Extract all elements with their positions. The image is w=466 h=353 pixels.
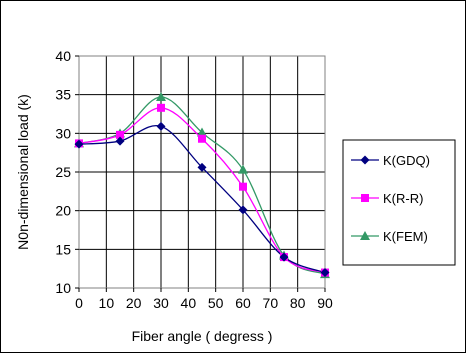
- y-tick-label: 20: [55, 203, 71, 219]
- data-point-square: [198, 134, 206, 143]
- legend-label: K(FEM): [383, 229, 428, 244]
- x-tick-label: 50: [208, 295, 224, 311]
- data-point-square: [239, 182, 247, 191]
- data-point-diamond: [197, 162, 207, 172]
- y-tick-label: 35: [55, 87, 71, 103]
- data-point-triangle: [197, 127, 207, 137]
- data-point-diamond: [279, 252, 289, 262]
- x-axis-ticks: 0 10 20 30 40 50 60 70 80 90: [75, 288, 333, 311]
- legend-label: K(GDQ): [383, 153, 430, 168]
- x-axis-label: Fiber angle ( degress ): [132, 328, 273, 344]
- x-tick-label: 20: [126, 295, 142, 311]
- legend-label: K(R-R): [383, 191, 423, 206]
- y-axis-label: N0n-dimensional load (k): [15, 94, 31, 250]
- y-tick-label: 30: [55, 125, 71, 141]
- legend-marker-diamond: [360, 155, 370, 165]
- series-line-diamond: [78, 124, 326, 274]
- data-point-triangle: [238, 164, 248, 174]
- y-axis-ticks: 10 15 20 25 30 35 40: [55, 48, 79, 296]
- x-tick-label: 30: [153, 295, 169, 311]
- data-point-triangle: [156, 91, 166, 101]
- x-tick-label: 40: [181, 295, 197, 311]
- y-tick-label: 10: [55, 280, 71, 296]
- data-point-diamond: [320, 268, 330, 278]
- x-tick-label: 0: [75, 295, 83, 311]
- x-tick-label: 90: [317, 295, 333, 311]
- y-tick-label: 15: [55, 241, 71, 257]
- grid-lines: [78, 55, 326, 289]
- legend-marker-triangle: [360, 231, 370, 240]
- series-markers: [74, 91, 330, 279]
- data-point-diamond: [238, 205, 248, 215]
- y-tick-label: 25: [55, 164, 71, 180]
- x-tick-label: 60: [235, 295, 251, 311]
- series-lines: [78, 96, 326, 275]
- series-line-triangle: [78, 96, 326, 275]
- x-tick-label: 70: [263, 295, 279, 311]
- data-point-diamond: [74, 139, 84, 149]
- legend-marker-square: [361, 194, 369, 202]
- data-point-square: [157, 103, 165, 112]
- x-tick-label: 10: [99, 295, 115, 311]
- data-point-diamond: [156, 121, 166, 131]
- x-tick-label: 80: [290, 295, 306, 311]
- data-point-diamond: [115, 136, 125, 146]
- y-tick-label: 40: [55, 48, 71, 64]
- legend: K(GDQ) K(R-R) K(FEM): [342, 139, 456, 266]
- data-point-square: [116, 130, 124, 139]
